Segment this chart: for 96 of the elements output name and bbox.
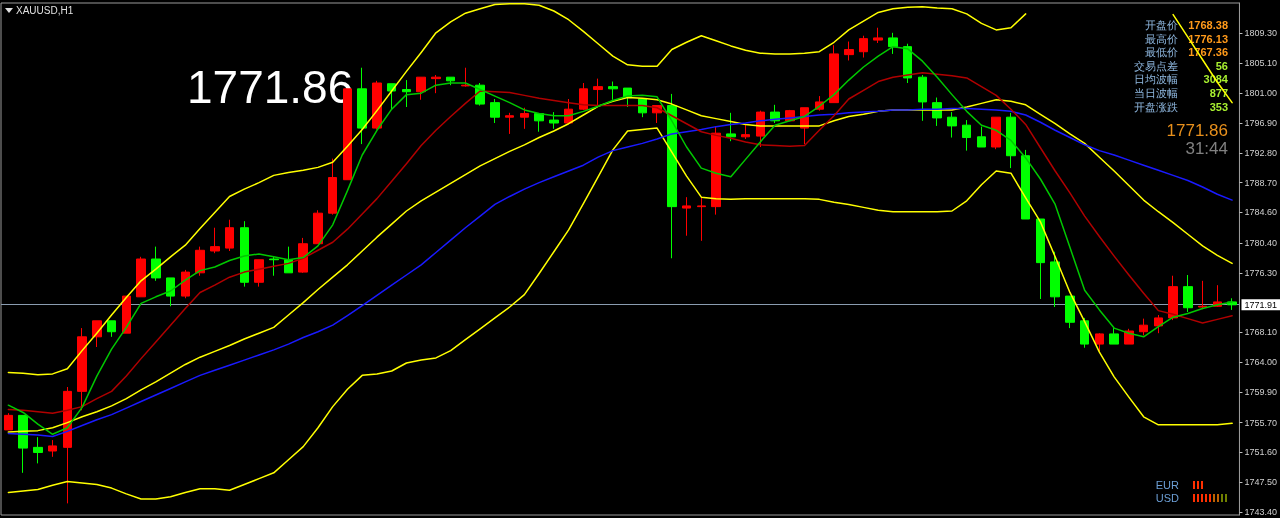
- candlestick: [947, 111, 957, 139]
- y-tick-label: 1751.60: [1244, 447, 1278, 458]
- candlestick: [697, 196, 706, 242]
- candlestick: [977, 126, 986, 148]
- annotation: USD: [1155, 492, 1180, 504]
- chart-title: XAUUSD,H1: [16, 4, 74, 16]
- candlestick: [549, 111, 559, 130]
- candlestick: [873, 27, 883, 44]
- candlestick: [431, 74, 441, 94]
- candlestick: [844, 41, 854, 61]
- candlestick: [136, 256, 146, 298]
- candlestick: [357, 67, 367, 145]
- candlestick: [918, 74, 927, 122]
- candlestick: [181, 269, 190, 299]
- candlestick: [1095, 332, 1104, 352]
- y-tick-label: 1776.30: [1244, 267, 1278, 278]
- candlestick: [490, 98, 500, 124]
- candlestick: [888, 32, 898, 55]
- annotation: 1771.86: [187, 61, 354, 113]
- annotation: 56: [1215, 60, 1228, 72]
- candlestick: [107, 320, 116, 338]
- annotation: 最高价: [1145, 33, 1178, 45]
- candlestick: [18, 414, 28, 474]
- annotation: 开盘涨跌: [1134, 101, 1178, 113]
- candlestick: [741, 124, 750, 140]
- candlestick: [682, 196, 691, 237]
- candlestick: [1006, 112, 1016, 169]
- candlestick: [77, 327, 87, 411]
- annotation: 353: [1209, 101, 1228, 113]
- annotation: 开盘价: [1145, 19, 1178, 31]
- candlestick: [195, 246, 205, 277]
- annotation: 1771.86: [1166, 120, 1228, 140]
- candlestick: [991, 116, 1001, 150]
- annotation: 1768.38: [1188, 19, 1228, 31]
- annotation: 最低价: [1145, 46, 1178, 58]
- candlestick: [48, 439, 57, 458]
- candlestick: [1139, 318, 1148, 336]
- candlestick: [254, 259, 264, 288]
- candlestick: [608, 81, 618, 101]
- y-tick-label: 1780.40: [1244, 238, 1278, 248]
- candlestick: [416, 76, 426, 101]
- candlestick: [1021, 149, 1030, 220]
- candlestick: [520, 107, 529, 130]
- candlestick: [33, 436, 43, 464]
- candlestick: [225, 219, 234, 252]
- candlestick: [4, 412, 13, 431]
- annotation: EUR: [1155, 479, 1180, 491]
- candlestick: [372, 80, 382, 131]
- y-tick-label: 1743.40: [1244, 507, 1278, 518]
- y-tick-label: 1784.60: [1244, 207, 1278, 218]
- candlestick: [313, 209, 323, 245]
- candlestick: [1080, 317, 1089, 349]
- y-tick-label: 1755.70: [1244, 417, 1278, 428]
- annotation: 当日波幅: [1134, 87, 1178, 99]
- candlestick: [726, 112, 736, 142]
- annotation: 交易点差: [1134, 60, 1178, 72]
- candlestick: [210, 227, 220, 254]
- candlestick: [1109, 327, 1119, 345]
- candlestick: [1198, 280, 1207, 310]
- annotation: 日均波幅: [1134, 73, 1178, 85]
- candlestick: [240, 220, 249, 288]
- y-tick-label: 1788.70: [1244, 177, 1278, 188]
- y-tick-label: 1747.50: [1244, 477, 1278, 488]
- y-tick-label: 1809.30: [1244, 27, 1278, 38]
- candlestick: [1183, 274, 1193, 313]
- candlestick: [402, 79, 411, 108]
- candlestick: [1154, 314, 1163, 334]
- candlestick: [166, 277, 175, 307]
- candlestick: [328, 158, 337, 216]
- candlestick: [903, 43, 912, 84]
- candlestick: [1050, 251, 1060, 308]
- y-tick-label: 1805.10: [1244, 58, 1278, 69]
- candlestick: [711, 126, 721, 216]
- candlestick: [151, 246, 161, 282]
- candlestick: [829, 44, 839, 104]
- candlestick: [1168, 275, 1178, 321]
- y-tick-label: 1768.10: [1244, 327, 1278, 338]
- candlestick: [269, 256, 279, 277]
- candlestick: [667, 93, 677, 259]
- candlestick: [859, 35, 868, 59]
- candlestick: [534, 113, 544, 133]
- y-tick-label: 1759.90: [1244, 387, 1278, 398]
- candlestick: [505, 112, 514, 135]
- y-tick-label: 1764.00: [1244, 357, 1278, 368]
- y-tick-label: 1801.00: [1244, 88, 1278, 99]
- candlestick: [579, 82, 588, 111]
- annotation: 1776.13: [1188, 33, 1228, 45]
- y-tick-label: 1796.90: [1244, 118, 1278, 128]
- candlestick: [1036, 218, 1045, 300]
- ref-line-label: 1771.91: [1244, 299, 1278, 310]
- candlestick: [1065, 295, 1075, 329]
- y-tick-label: 1792.80: [1244, 147, 1278, 158]
- annotation: 31:44: [1185, 138, 1228, 158]
- candlestick: [593, 78, 603, 108]
- candlestick: [962, 119, 971, 152]
- candlestick: [461, 67, 470, 88]
